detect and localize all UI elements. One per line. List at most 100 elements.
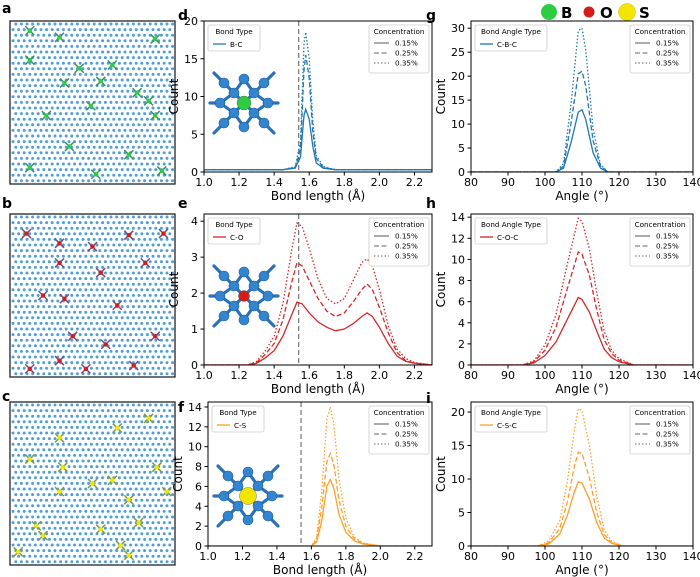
lattice-atom [75, 372, 79, 376]
lattice-atom [50, 84, 54, 88]
lattice-atom [168, 532, 172, 536]
lattice-atom [165, 156, 169, 160]
lattice-atom [168, 521, 172, 525]
lattice-atom [134, 465, 138, 469]
lattice-atom [36, 403, 40, 407]
lattice-atom [126, 305, 130, 309]
inset-carbon-atom [248, 87, 260, 99]
lattice-atom [106, 420, 110, 424]
lattice-atom [98, 361, 102, 365]
lattice-atom [61, 476, 65, 480]
lattice-atom [33, 277, 37, 281]
lattice-atom [75, 504, 79, 508]
lattice-atom [75, 448, 79, 452]
lattice-atom [126, 260, 130, 264]
lattice-atom [129, 310, 133, 314]
lattice-atom [143, 560, 147, 564]
lattice-atom [22, 28, 26, 32]
lattice-atom [131, 260, 135, 264]
lattice-atom [131, 316, 135, 320]
lattice-atom [129, 333, 133, 337]
lattice-atom [89, 61, 93, 65]
lattice-atom [131, 459, 135, 463]
lattice-atom [56, 95, 60, 99]
lattice-atom [115, 414, 119, 418]
lattice-atom [126, 493, 130, 497]
lattice-atom [28, 521, 32, 525]
lattice-atom [39, 465, 43, 469]
lattice-atom [92, 67, 96, 71]
y-tick-label: 12 [451, 232, 465, 245]
lattice-atom [101, 162, 105, 166]
lattice-atom [59, 560, 63, 564]
lattice-atom [73, 532, 77, 536]
lattice-atom [14, 414, 18, 418]
lattice-atom [36, 470, 40, 474]
lattice-atom [45, 61, 49, 65]
x-tick-label: 2.2 [406, 176, 424, 189]
lattice-atom [117, 420, 121, 424]
lattice-atom [53, 316, 57, 320]
lattice-atom [95, 117, 99, 121]
lattice-atom [120, 100, 124, 104]
lattice-atom [75, 134, 79, 138]
lattice-atom [145, 409, 149, 413]
lattice-atom [70, 260, 74, 264]
y-tick-label: 12 [188, 421, 202, 434]
lattice-atom [84, 442, 88, 446]
lattice-atom [157, 532, 161, 536]
lattice-atom [78, 265, 82, 269]
lattice-atom [168, 72, 172, 76]
lattice-atom [56, 28, 60, 32]
lattice-atom [31, 112, 35, 116]
lattice-atom [101, 50, 105, 54]
lattice-atom [59, 134, 63, 138]
lattice-atom [126, 249, 130, 253]
lattice-atom [157, 72, 161, 76]
lattice-atom [81, 67, 85, 71]
lattice-atom [84, 50, 88, 54]
lattice-atom [50, 498, 54, 502]
lattice-atom [81, 459, 85, 463]
lattice-atom [140, 140, 144, 144]
lattice-atom [14, 249, 18, 253]
lattice-atom [61, 310, 65, 314]
lattice-atom [73, 543, 77, 547]
lattice-atom [64, 372, 68, 376]
lattice-atom [81, 293, 85, 297]
lattice-atom [126, 168, 130, 172]
lattice-atom [70, 414, 74, 418]
series-line-0-25pct [204, 261, 432, 365]
lattice-atom [126, 78, 130, 82]
lattice-atom [143, 537, 147, 541]
lattice-atom [134, 72, 138, 76]
lattice-atom [53, 349, 57, 353]
lattice-atom [143, 134, 147, 138]
lattice-atom [106, 128, 110, 132]
lattice-atom [14, 349, 18, 353]
lattice-atom [78, 498, 82, 502]
lattice-atom [17, 265, 21, 269]
lattice-atom [78, 173, 82, 177]
lattice-atom [103, 349, 107, 353]
lattice-atom [148, 560, 152, 564]
lattice-atom [168, 355, 172, 359]
inset-carbon-atom [218, 270, 230, 282]
lattice-atom [101, 509, 105, 513]
lattice-atom [14, 89, 18, 93]
lattice-atom [148, 22, 152, 26]
lattice-atom [165, 459, 169, 463]
lattice-atom [140, 310, 144, 314]
lattice-atom [45, 243, 49, 247]
lattice-atom [75, 305, 79, 309]
lattice-atom [159, 44, 163, 48]
lattice-atom [42, 67, 46, 71]
x-tick-label: 1.8 [336, 176, 354, 189]
lattice-atom [131, 67, 135, 71]
lattice-atom [33, 442, 37, 446]
lattice-atom [115, 226, 119, 230]
lattice-atom [70, 515, 74, 519]
lattice-atom [61, 162, 65, 166]
x-tick-label: 80 [464, 369, 478, 382]
lattice-atom [36, 123, 40, 127]
